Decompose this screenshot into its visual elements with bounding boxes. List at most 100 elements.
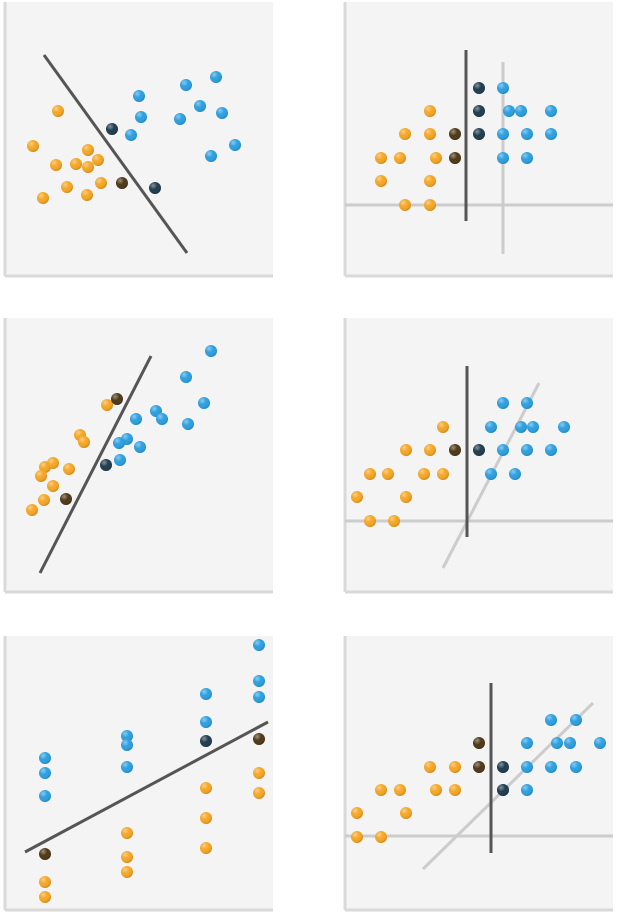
point-shine	[200, 812, 212, 824]
data-point	[26, 504, 38, 516]
point-shine	[473, 737, 485, 749]
data-point	[521, 128, 533, 140]
data-point	[527, 421, 539, 433]
data-point	[81, 189, 93, 201]
point-shine	[229, 139, 241, 151]
point-shine	[473, 105, 485, 117]
data-point	[473, 82, 485, 94]
point-shine	[121, 730, 133, 742]
data-point	[39, 752, 51, 764]
data-point	[394, 784, 406, 796]
point-shine	[424, 199, 436, 211]
point-shine	[570, 761, 582, 773]
data-point	[47, 480, 59, 492]
point-shine	[61, 181, 73, 193]
point-shine	[133, 90, 145, 102]
point-shine	[116, 177, 128, 189]
point-shine	[473, 444, 485, 456]
point-shine	[394, 784, 406, 796]
point-shine	[121, 761, 133, 773]
point-shine	[449, 761, 461, 773]
data-point	[437, 421, 449, 433]
point-shine	[253, 639, 265, 651]
point-shine	[121, 739, 133, 751]
point-shine	[60, 493, 72, 505]
data-point	[551, 737, 563, 749]
point-shine	[497, 444, 509, 456]
point-shine	[424, 128, 436, 140]
point-shine	[521, 444, 533, 456]
data-point	[424, 105, 436, 117]
point-shine	[497, 152, 509, 164]
point-shine	[39, 767, 51, 779]
point-shine	[92, 154, 104, 166]
data-point	[545, 714, 557, 726]
data-point	[351, 491, 363, 503]
data-point	[388, 515, 400, 527]
point-shine	[351, 807, 363, 819]
point-shine	[473, 128, 485, 140]
point-shine	[39, 790, 51, 802]
data-point	[430, 152, 442, 164]
point-shine	[558, 421, 570, 433]
data-point	[200, 812, 212, 824]
point-shine	[95, 177, 107, 189]
data-point	[364, 468, 376, 480]
data-point	[121, 761, 133, 773]
point-shine	[39, 876, 51, 888]
data-point	[114, 454, 126, 466]
data-point	[205, 150, 217, 162]
point-shine	[418, 468, 430, 480]
data-point	[111, 393, 123, 405]
data-point	[253, 787, 265, 799]
point-shine	[382, 468, 394, 480]
point-shine	[521, 784, 533, 796]
data-point	[39, 848, 51, 860]
point-shine	[174, 113, 186, 125]
point-shine	[351, 831, 363, 843]
point-shine	[130, 413, 142, 425]
point-shine	[497, 761, 509, 773]
data-point	[473, 444, 485, 456]
data-point	[39, 790, 51, 802]
data-point	[253, 767, 265, 779]
data-point	[205, 345, 217, 357]
data-point	[521, 761, 533, 773]
data-point	[134, 441, 146, 453]
data-point	[39, 891, 51, 903]
point-shine	[430, 152, 442, 164]
point-shine	[364, 468, 376, 480]
point-shine	[156, 413, 168, 425]
data-point	[394, 152, 406, 164]
point-shine	[50, 159, 62, 171]
data-point	[449, 761, 461, 773]
point-shine	[113, 437, 125, 449]
data-point	[400, 444, 412, 456]
point-shine	[35, 470, 47, 482]
panel-background	[5, 2, 273, 276]
data-point	[121, 827, 133, 839]
point-shine	[375, 152, 387, 164]
point-shine	[39, 891, 51, 903]
data-point	[449, 444, 461, 456]
data-point	[545, 444, 557, 456]
data-point	[351, 807, 363, 819]
data-point	[424, 175, 436, 187]
data-point	[38, 494, 50, 506]
data-point	[594, 737, 606, 749]
point-shine	[101, 399, 113, 411]
data-point	[497, 82, 509, 94]
data-point	[521, 737, 533, 749]
data-point	[113, 437, 125, 449]
data-point	[521, 444, 533, 456]
data-point	[364, 515, 376, 527]
data-point	[424, 128, 436, 140]
point-shine	[485, 421, 497, 433]
data-point	[449, 784, 461, 796]
boundary-line	[24, 720, 269, 854]
data-point	[70, 158, 82, 170]
point-shine	[121, 866, 133, 878]
data-point	[497, 784, 509, 796]
data-point	[60, 493, 72, 505]
data-point	[82, 161, 94, 173]
